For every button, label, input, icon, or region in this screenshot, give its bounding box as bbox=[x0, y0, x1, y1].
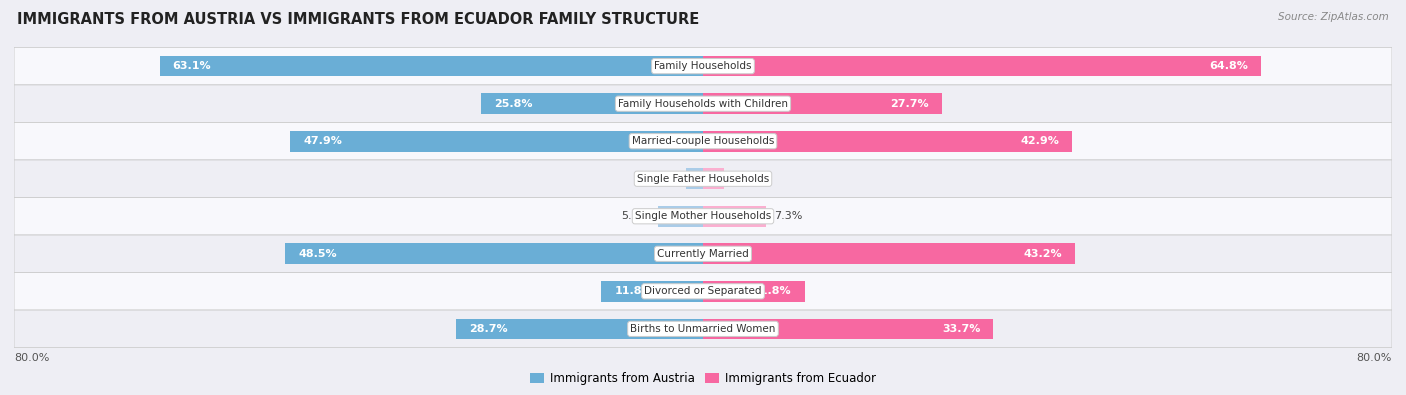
FancyBboxPatch shape bbox=[14, 160, 1392, 198]
Bar bbox=[658, 206, 703, 227]
FancyBboxPatch shape bbox=[14, 235, 1392, 273]
Text: 11.8%: 11.8% bbox=[614, 286, 652, 296]
Text: 28.7%: 28.7% bbox=[468, 324, 508, 334]
Text: Currently Married: Currently Married bbox=[657, 249, 749, 259]
Bar bbox=[703, 281, 804, 302]
Text: 33.7%: 33.7% bbox=[942, 324, 980, 334]
Text: 2.0%: 2.0% bbox=[648, 174, 678, 184]
Bar bbox=[703, 131, 1073, 152]
FancyBboxPatch shape bbox=[14, 47, 1392, 85]
Bar bbox=[686, 168, 703, 189]
Bar bbox=[481, 93, 703, 114]
Bar bbox=[703, 93, 942, 114]
Bar bbox=[160, 56, 703, 77]
Text: 2.4%: 2.4% bbox=[733, 174, 761, 184]
Bar bbox=[456, 318, 703, 339]
FancyBboxPatch shape bbox=[14, 273, 1392, 310]
Text: 43.2%: 43.2% bbox=[1024, 249, 1062, 259]
Text: Family Households: Family Households bbox=[654, 61, 752, 71]
Bar bbox=[291, 131, 703, 152]
Text: 63.1%: 63.1% bbox=[173, 61, 211, 71]
Bar bbox=[703, 56, 1261, 77]
Text: 80.0%: 80.0% bbox=[14, 353, 49, 363]
Bar bbox=[703, 318, 993, 339]
Text: 25.8%: 25.8% bbox=[494, 99, 533, 109]
Text: 47.9%: 47.9% bbox=[304, 136, 342, 146]
Text: 64.8%: 64.8% bbox=[1209, 61, 1249, 71]
Text: Divorced or Separated: Divorced or Separated bbox=[644, 286, 762, 296]
Text: IMMIGRANTS FROM AUSTRIA VS IMMIGRANTS FROM ECUADOR FAMILY STRUCTURE: IMMIGRANTS FROM AUSTRIA VS IMMIGRANTS FR… bbox=[17, 12, 699, 27]
Text: Births to Unmarried Women: Births to Unmarried Women bbox=[630, 324, 776, 334]
Bar bbox=[703, 243, 1076, 264]
Bar bbox=[285, 243, 703, 264]
Text: 42.9%: 42.9% bbox=[1021, 136, 1060, 146]
Text: 80.0%: 80.0% bbox=[1357, 353, 1392, 363]
Bar bbox=[703, 206, 766, 227]
FancyBboxPatch shape bbox=[14, 85, 1392, 122]
Text: 7.3%: 7.3% bbox=[775, 211, 803, 221]
Text: 5.2%: 5.2% bbox=[621, 211, 650, 221]
FancyBboxPatch shape bbox=[14, 122, 1392, 160]
Text: Family Households with Children: Family Households with Children bbox=[619, 99, 787, 109]
Text: 27.7%: 27.7% bbox=[890, 99, 928, 109]
Text: 48.5%: 48.5% bbox=[298, 249, 337, 259]
FancyBboxPatch shape bbox=[14, 198, 1392, 235]
Text: Single Father Households: Single Father Households bbox=[637, 174, 769, 184]
Bar bbox=[703, 168, 724, 189]
Legend: Immigrants from Austria, Immigrants from Ecuador: Immigrants from Austria, Immigrants from… bbox=[526, 367, 880, 390]
Text: Single Mother Households: Single Mother Households bbox=[636, 211, 770, 221]
Bar bbox=[602, 281, 703, 302]
Text: Source: ZipAtlas.com: Source: ZipAtlas.com bbox=[1278, 12, 1389, 22]
Text: 11.8%: 11.8% bbox=[754, 286, 792, 296]
FancyBboxPatch shape bbox=[14, 310, 1392, 348]
Text: Married-couple Households: Married-couple Households bbox=[631, 136, 775, 146]
